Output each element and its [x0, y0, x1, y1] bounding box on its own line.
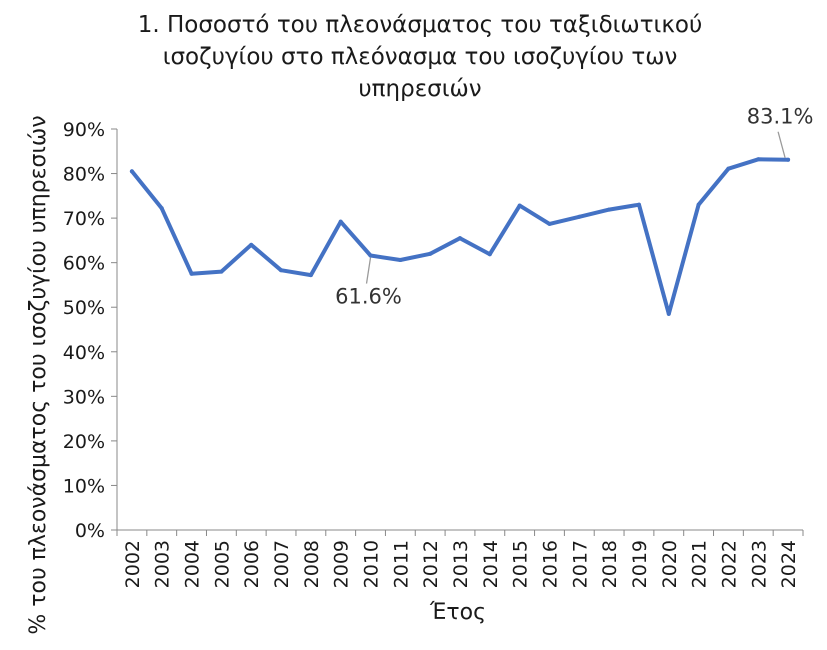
y-tick-label: 30%	[63, 386, 105, 408]
axes	[116, 129, 803, 531]
annotation-label: 61.6%	[335, 285, 402, 309]
data-point	[308, 273, 313, 278]
data-point	[696, 202, 701, 207]
data-point	[756, 157, 761, 162]
data-point	[607, 207, 612, 212]
data-point	[726, 166, 731, 171]
annotation-leader-line	[777, 131, 786, 158]
y-axis-ticks: 0% 10% 20% 30% 40% 50% 60% 70% 80% 90%	[63, 119, 117, 542]
y-tick-label: 10%	[63, 475, 105, 497]
data-point	[189, 271, 194, 276]
x-axis-ticks: 2002 2003 2004 2005 2006 2007 2008 2009 2010 2011…	[116, 530, 804, 588]
series-group	[129, 157, 791, 316]
annotations: 61.6% 83.1%	[335, 105, 813, 309]
x-tick-label: 2003	[152, 540, 174, 588]
data-point	[786, 157, 791, 162]
y-tick-label: 60%	[63, 253, 105, 275]
x-tick-label: 2022	[718, 540, 740, 588]
data-point	[398, 257, 403, 262]
data-point	[666, 311, 671, 316]
y-tick-label: 80%	[63, 164, 105, 186]
y-tick-label: 90%	[63, 119, 105, 141]
data-point	[368, 253, 373, 258]
x-tick-label: 2008	[301, 540, 323, 588]
data-point	[636, 202, 641, 207]
x-tick-label: 2012	[420, 540, 442, 588]
data-point	[249, 242, 254, 247]
data-point	[458, 236, 462, 241]
x-tick-label: 2015	[510, 540, 532, 588]
data-point	[129, 169, 134, 174]
x-tick-label: 2007	[271, 540, 293, 588]
data-point	[487, 252, 492, 257]
x-tick-label: 2019	[629, 540, 651, 588]
data-point	[219, 269, 224, 274]
x-tick-label: 2010	[361, 540, 383, 588]
data-point	[159, 206, 164, 211]
x-tick-label: 2014	[480, 540, 502, 588]
chart-title-line-1: 1. Ποσοστό του πλεονάσματος του ταξιδιωτ…	[138, 12, 703, 38]
data-point	[338, 219, 343, 224]
x-tick-label: 2020	[659, 540, 681, 588]
x-tick-label: 2006	[241, 540, 263, 588]
x-tick-label: 2013	[450, 540, 472, 588]
x-tick-label: 2009	[331, 540, 353, 588]
x-tick-label: 2021	[689, 540, 711, 588]
chart-title: 1. Ποσοστό του πλεονάσματος του ταξιδιωτ…	[138, 12, 703, 102]
annotation-leader-line	[365, 257, 372, 284]
x-tick-label: 2017	[569, 540, 591, 588]
x-axis-label: Έτος	[429, 600, 486, 625]
data-point	[428, 251, 433, 256]
data-point	[547, 221, 552, 226]
data-point	[577, 214, 582, 219]
y-tick-label: 70%	[63, 208, 105, 230]
x-tick-label: 2024	[778, 540, 800, 588]
chart-title-line-3: υπηρεσιών	[358, 76, 481, 102]
y-tick-label: 0%	[75, 520, 105, 542]
y-tick-label: 50%	[63, 297, 105, 319]
x-tick-label: 2004	[182, 540, 204, 588]
x-tick-label: 2011	[390, 540, 412, 588]
y-tick-label: 20%	[63, 431, 105, 453]
x-tick-label: 2002	[122, 540, 144, 588]
x-tick-label: 2005	[211, 540, 233, 588]
x-tick-label: 2023	[748, 540, 770, 588]
data-point	[279, 268, 284, 273]
y-tick-label: 40%	[63, 342, 105, 364]
data-point	[517, 203, 522, 208]
chart-title-line-2: ισοζυγίου στο πλεόνασμα του ισοζυγίου τω…	[163, 44, 678, 70]
y-axis-label: % του πλεονάσματος του ισοζυγίου υπηρεσι…	[26, 115, 51, 634]
annotation-label: 83.1%	[747, 105, 814, 129]
x-tick-label: 2018	[599, 540, 621, 588]
x-tick-label: 2016	[539, 540, 561, 588]
